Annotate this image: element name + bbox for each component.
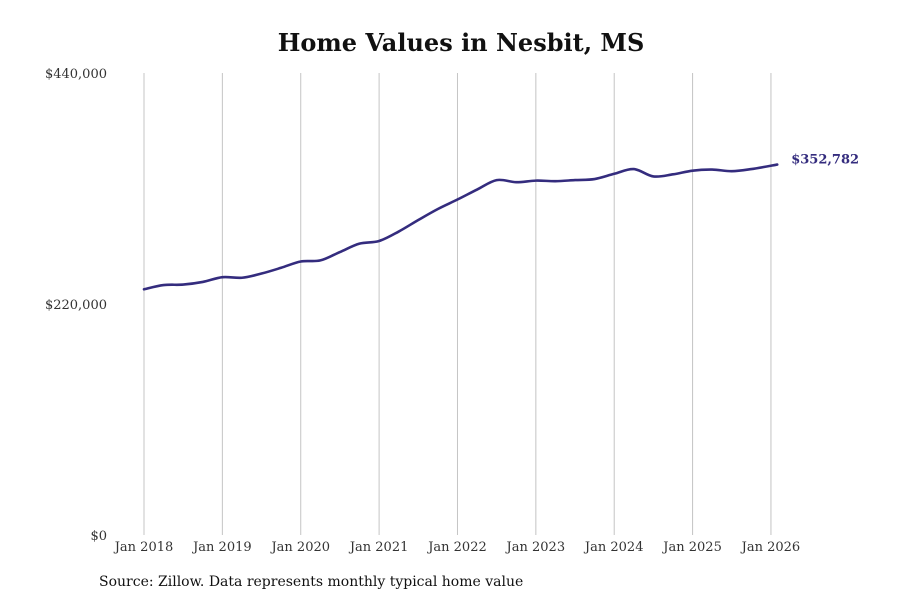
source-note: Source: Zillow. Data represents monthly … — [99, 574, 524, 590]
y-tick-label: $0 — [90, 529, 107, 544]
series-layer: $352,782 — [142, 153, 859, 291]
x-tick-label: Jan 2020 — [269, 540, 330, 555]
x-tick-label: Jan 2018 — [113, 540, 174, 555]
x-tick-label: Jan 2021 — [348, 540, 409, 555]
x-tick-label: Jan 2024 — [583, 540, 644, 555]
x-tick-label: Jan 2026 — [740, 540, 801, 555]
end-value-label: $352,782 — [791, 153, 859, 168]
y-tick-label: $440,000 — [45, 67, 107, 82]
y-axis: $0 $220,000 $440,000 — [45, 67, 107, 544]
x-tick-label: Jan 2023 — [505, 540, 566, 555]
x-tick-label: Jan 2022 — [426, 540, 487, 555]
series-line-0 — [142, 163, 779, 291]
x-tick-label: Jan 2025 — [661, 540, 722, 555]
x-axis: Jan 2018 Jan 2019 Jan 2020 Jan 2021 Jan 2022… — [113, 540, 801, 555]
x-tick-label: Jan 2019 — [191, 540, 252, 555]
chart-title: Home Values in Nesbit, MS — [277, 28, 645, 57]
y-tick-label: $220,000 — [45, 298, 107, 313]
gridlines — [143, 73, 772, 535]
